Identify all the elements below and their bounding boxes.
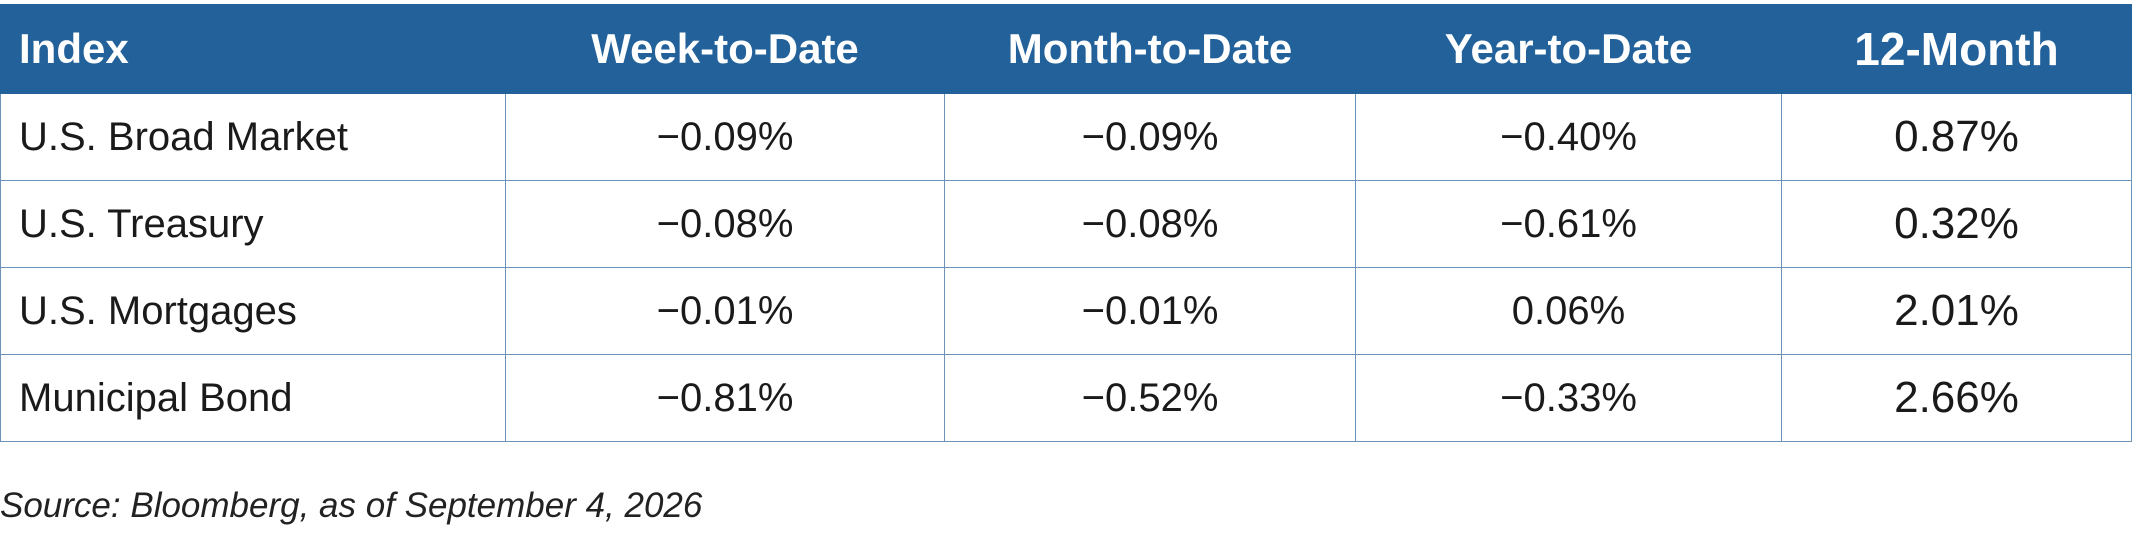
cell: −0.08% (944, 180, 1356, 268)
row-label: Municipal Bond (0, 354, 506, 442)
table-row: U.S. Broad Market −0.09% −0.09% −0.40% 0.87% (0, 93, 2132, 181)
cell: −0.81% (505, 354, 945, 442)
cell: −0.52% (944, 354, 1356, 442)
table-row: U.S. Mortgages −0.01% −0.01% 0.06% 2.01% (0, 267, 2132, 355)
cell: −0.61% (1355, 180, 1782, 268)
cell: 2.66% (1781, 354, 2132, 442)
returns-table: Index Week-to-Date Month-to-Date Year-to-Da… (0, 4, 2132, 442)
table-header: Index Week-to-Date Month-to-Date Year-to-Da… (0, 4, 2132, 94)
column-header: Index (0, 4, 506, 94)
cell: −0.01% (505, 267, 945, 355)
cell: −0.40% (1355, 93, 1782, 181)
cell: −0.08% (505, 180, 945, 268)
column-header: 12-Month (1781, 4, 2132, 94)
row-label: U.S. Treasury (0, 180, 506, 268)
table-body: U.S. Broad Market −0.09% −0.09% −0.40% 0.87%… (0, 93, 2132, 442)
cell: −0.01% (944, 267, 1356, 355)
cell: −0.09% (944, 93, 1356, 181)
cell: 2.01% (1781, 267, 2132, 355)
row-label: U.S. Mortgages (0, 267, 506, 355)
cell: −0.09% (505, 93, 945, 181)
header-row: Index Week-to-Date Month-to-Date Year-to-Da… (0, 4, 2132, 94)
table-row: U.S. Treasury −0.08% −0.08% −0.61% 0.32% (0, 180, 2132, 268)
column-header: Week-to-Date (505, 4, 945, 94)
cell: 0.32% (1781, 180, 2132, 268)
column-header: Year-to-Date (1355, 4, 1782, 94)
column-header: Month-to-Date (944, 4, 1356, 94)
cell: −0.33% (1355, 354, 1782, 442)
row-label: U.S. Broad Market (0, 93, 506, 181)
source-note: Source: Bloomberg, as of September 4, 20… (0, 486, 703, 525)
cell: 0.06% (1355, 267, 1782, 355)
table-row: Municipal Bond −0.81% −0.52% −0.33% 2.66% (0, 354, 2132, 442)
cell: 0.87% (1781, 93, 2132, 181)
